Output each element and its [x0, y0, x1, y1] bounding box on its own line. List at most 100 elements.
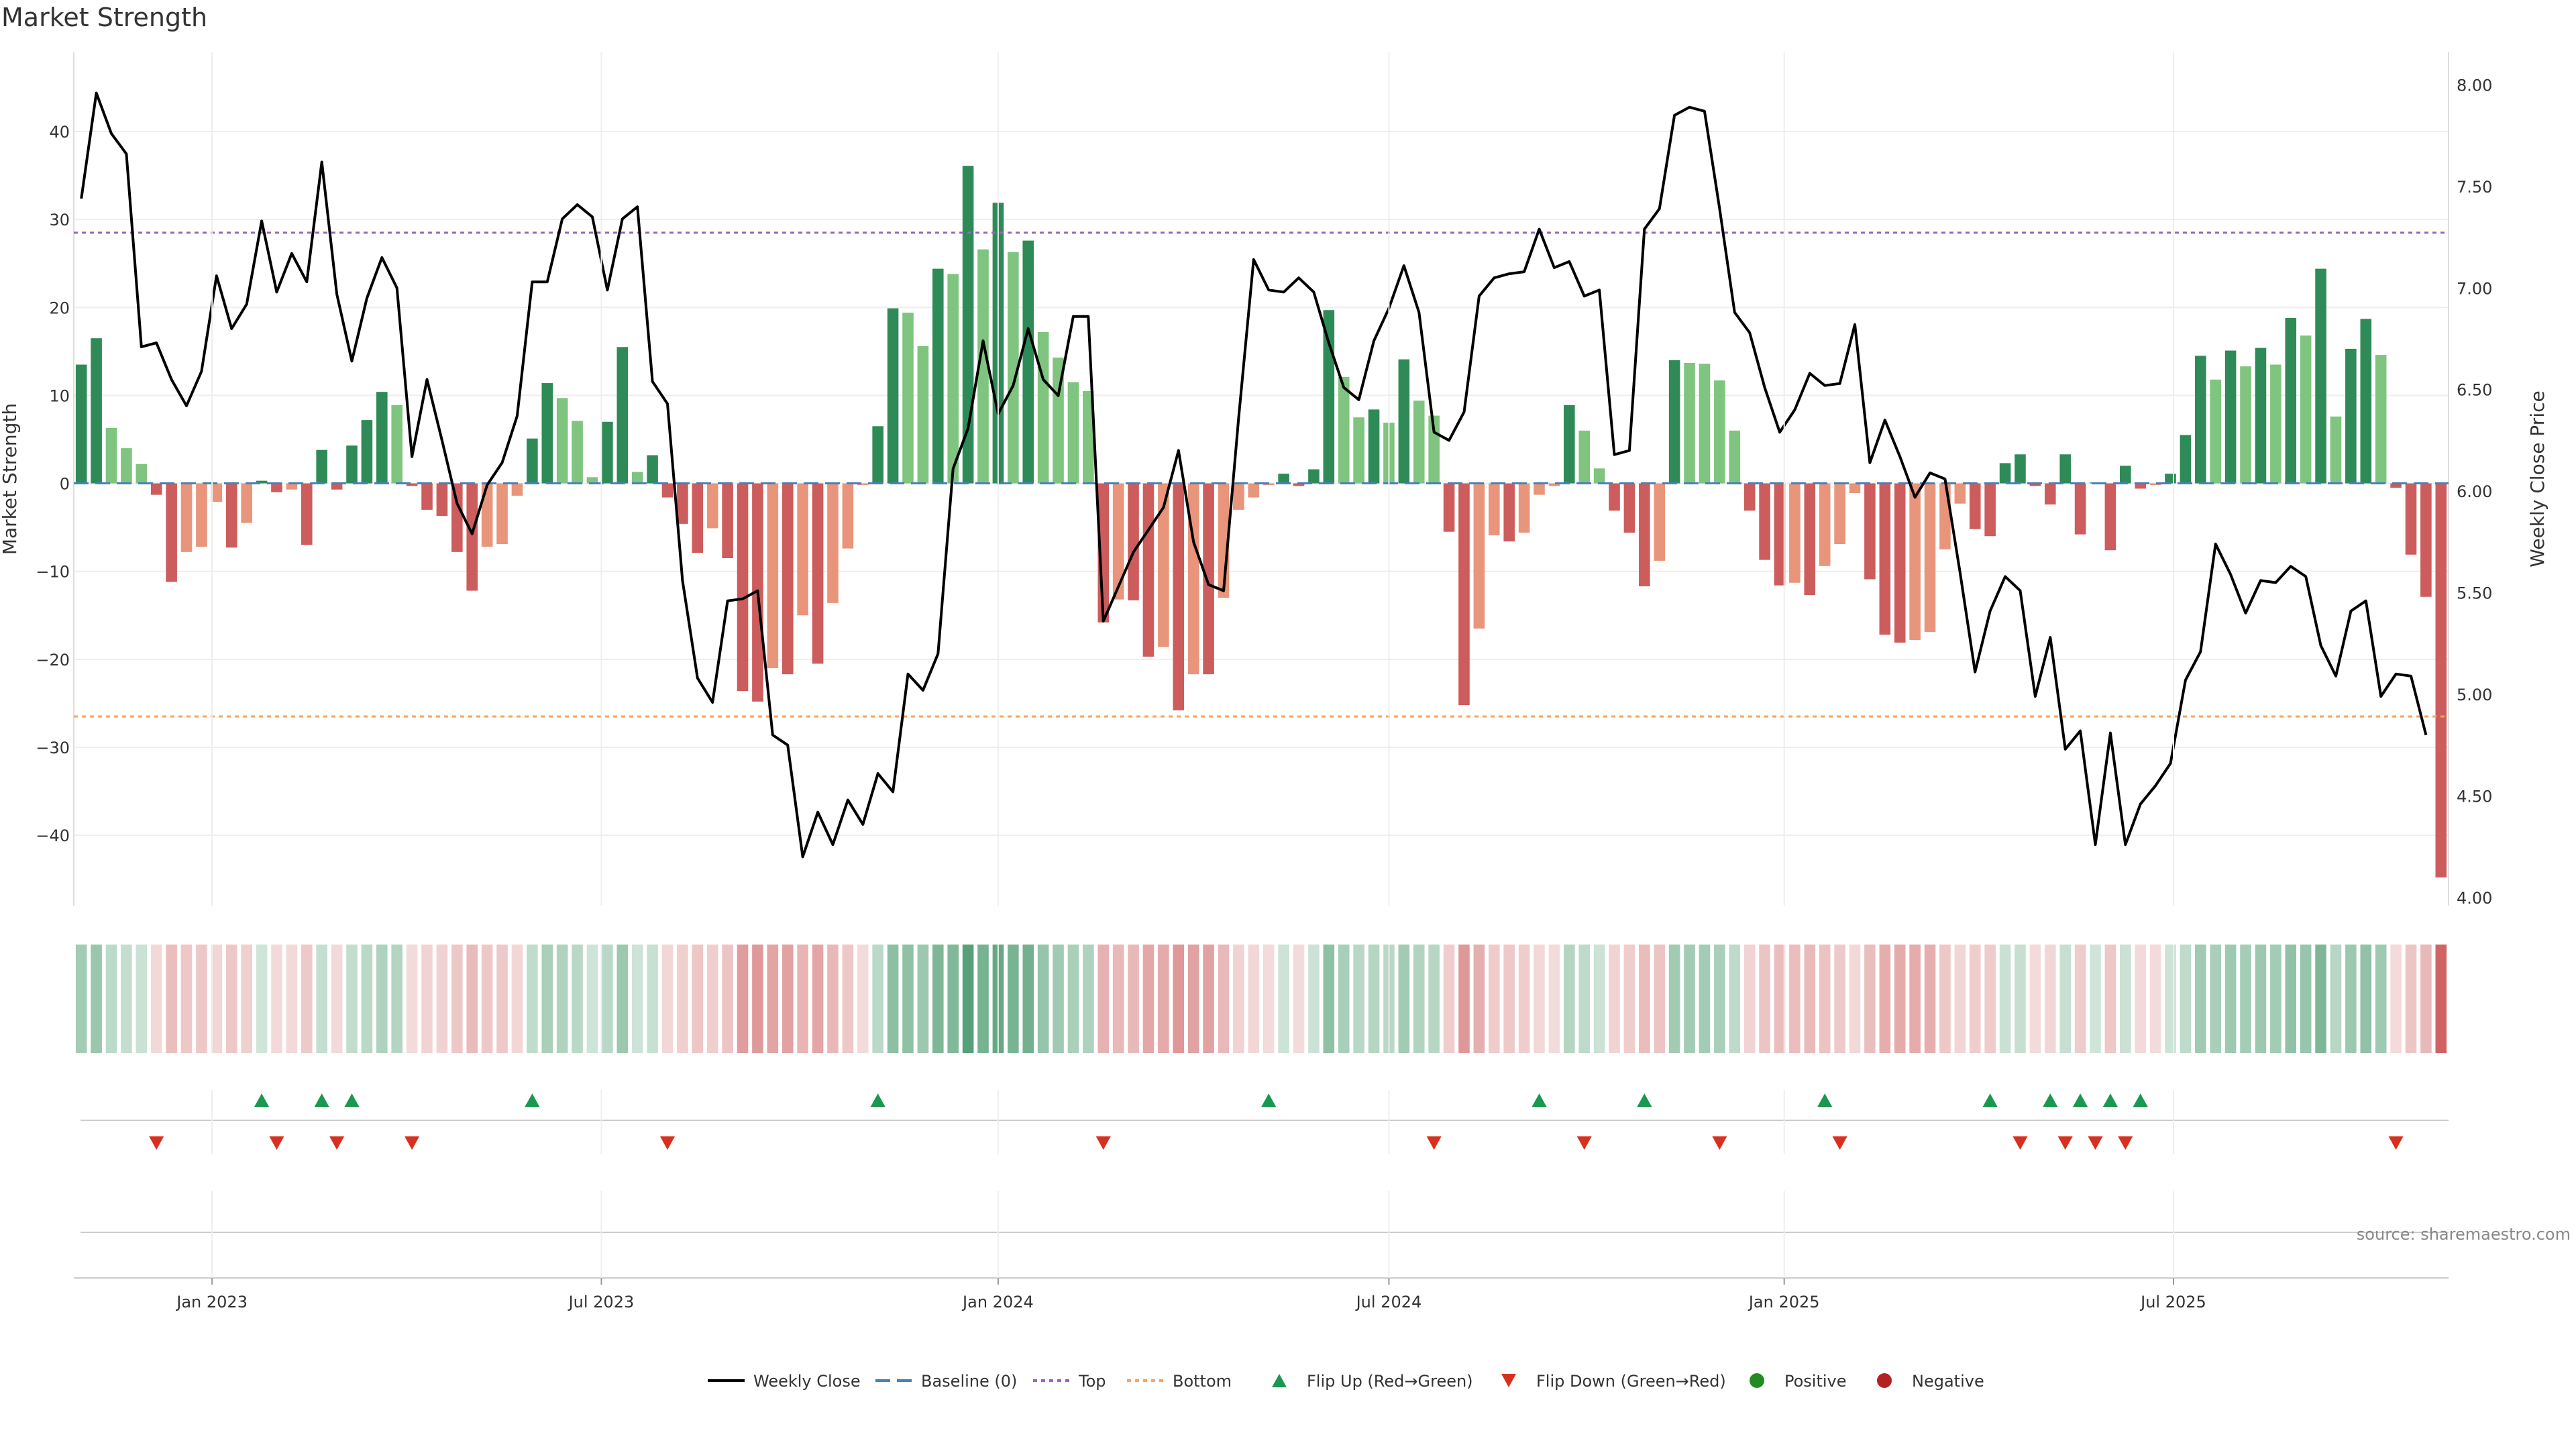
heat-cell: [2104, 945, 2116, 1053]
strength-bar: [977, 249, 989, 484]
heat-cell: [722, 945, 733, 1053]
heat-cell: [1053, 945, 1064, 1053]
strength-bar: [1954, 483, 1966, 504]
strength-bar: [1699, 364, 1711, 484]
heat-cell: [2240, 945, 2251, 1053]
heat-cell: [2375, 945, 2387, 1053]
heat-cell: [1503, 945, 1515, 1053]
strength-bar: [1789, 483, 1801, 583]
heat-cell: [1804, 945, 1816, 1053]
x-tick-label: Jul 2023: [568, 1293, 635, 1311]
legend-swatch-dot: [1750, 1373, 1764, 1388]
strength-bar: [1053, 358, 1064, 484]
heat-cell: [1593, 945, 1605, 1053]
heat-cell: [902, 945, 914, 1053]
strength-bar: [2420, 483, 2432, 597]
strength-bar: [2180, 435, 2192, 484]
heat-cell: [1218, 945, 1230, 1053]
strength-bar: [2345, 348, 2357, 484]
legend-label: Negative: [1912, 1372, 1984, 1391]
heat-cell: [2165, 945, 2176, 1053]
heat-cell: [391, 945, 402, 1053]
heat-cell: [346, 945, 358, 1053]
strength-bar: [2330, 416, 2342, 484]
heat-cell: [1142, 945, 1155, 1053]
strength-bar: [2270, 364, 2282, 484]
heat-cell: [2210, 945, 2222, 1053]
heat-cell: [1639, 945, 1650, 1053]
y-tick-label: −20: [36, 651, 70, 669]
flip-down-marker: [269, 1136, 284, 1150]
heat-cell: [1473, 945, 1485, 1053]
heat-cell: [1263, 945, 1275, 1053]
strength-bar: [1743, 483, 1756, 511]
strength-bar: [1323, 310, 1335, 484]
strength-bar: [1203, 483, 1214, 675]
heat-cell: [1879, 945, 1891, 1053]
y2-tick-label: 6.50: [2457, 381, 2492, 400]
heat-cell: [150, 945, 162, 1053]
strength-bar: [1443, 483, 1455, 532]
heat-cell: [1338, 945, 1350, 1053]
strength-bar: [706, 483, 718, 529]
strength-bar: [1398, 359, 1410, 484]
strength-bar: [196, 483, 207, 547]
strength-bar: [631, 472, 643, 484]
strength-bar: [1984, 483, 1996, 537]
heat-cell: [1443, 945, 1455, 1053]
x-tick-label: Jul 2024: [1355, 1293, 1422, 1311]
strength-bar: [496, 483, 508, 545]
flip-up-marker: [2073, 1093, 2088, 1107]
heat-cell: [1037, 945, 1049, 1053]
y-tick-label: 40: [49, 123, 70, 142]
strength-bar: [1368, 409, 1380, 484]
heat-cell: [225, 945, 237, 1053]
heat-cell: [180, 945, 193, 1053]
heat-cell: [1353, 945, 1364, 1053]
heat-cell: [1623, 945, 1635, 1053]
strength-bar: [271, 483, 282, 492]
heat-cell: [1458, 945, 1470, 1053]
strength-bar: [1037, 332, 1049, 484]
legend-swatch-dot: [1877, 1373, 1892, 1388]
flip-down-marker: [1426, 1136, 1442, 1150]
strength-bar: [1668, 360, 1680, 484]
heat-cell: [782, 945, 794, 1053]
heat-cell: [1097, 945, 1110, 1053]
chart-title: Market Strength: [1, 3, 208, 32]
heat-cell: [1278, 945, 1289, 1053]
strength-bar: [616, 347, 629, 484]
heat-cell: [316, 945, 327, 1053]
heat-cell: [977, 945, 989, 1053]
flip-up-marker: [314, 1093, 329, 1107]
strength-bar: [1248, 483, 1260, 498]
strength-bar: [2165, 474, 2176, 484]
heat-cell: [1939, 945, 1951, 1053]
strength-bar: [1623, 483, 1635, 533]
flip-down-marker: [405, 1136, 420, 1150]
source-label: source: sharemaestro.com: [2357, 1225, 2571, 1244]
heat-cell: [2270, 945, 2282, 1053]
strength-bar: [1518, 483, 1530, 533]
y-axis-label: Market Strength: [0, 403, 21, 555]
y2-tick-label: 7.00: [2457, 279, 2492, 298]
strength-bar: [211, 483, 223, 502]
heat-cell: [1413, 945, 1425, 1053]
strength-bar: [1008, 252, 1019, 484]
strength-bar: [166, 483, 177, 582]
heat-cell: [1067, 945, 1079, 1053]
y2-tick-label: 4.50: [2457, 787, 2492, 806]
heat-cell: [1819, 945, 1831, 1053]
heat-cell: [1428, 945, 1440, 1053]
strength-bar: [1067, 382, 1079, 484]
flip-up-marker: [1261, 1093, 1277, 1107]
strength-bar: [1413, 400, 1425, 484]
strength-bar: [872, 426, 883, 484]
heat-cell: [572, 945, 583, 1053]
heat-cell: [2315, 945, 2326, 1053]
strength-bar: [572, 421, 583, 484]
strength-bar: [827, 483, 839, 603]
heat-cell: [2029, 945, 2041, 1053]
strength-bar: [481, 483, 493, 547]
strength-bar: [692, 483, 704, 553]
